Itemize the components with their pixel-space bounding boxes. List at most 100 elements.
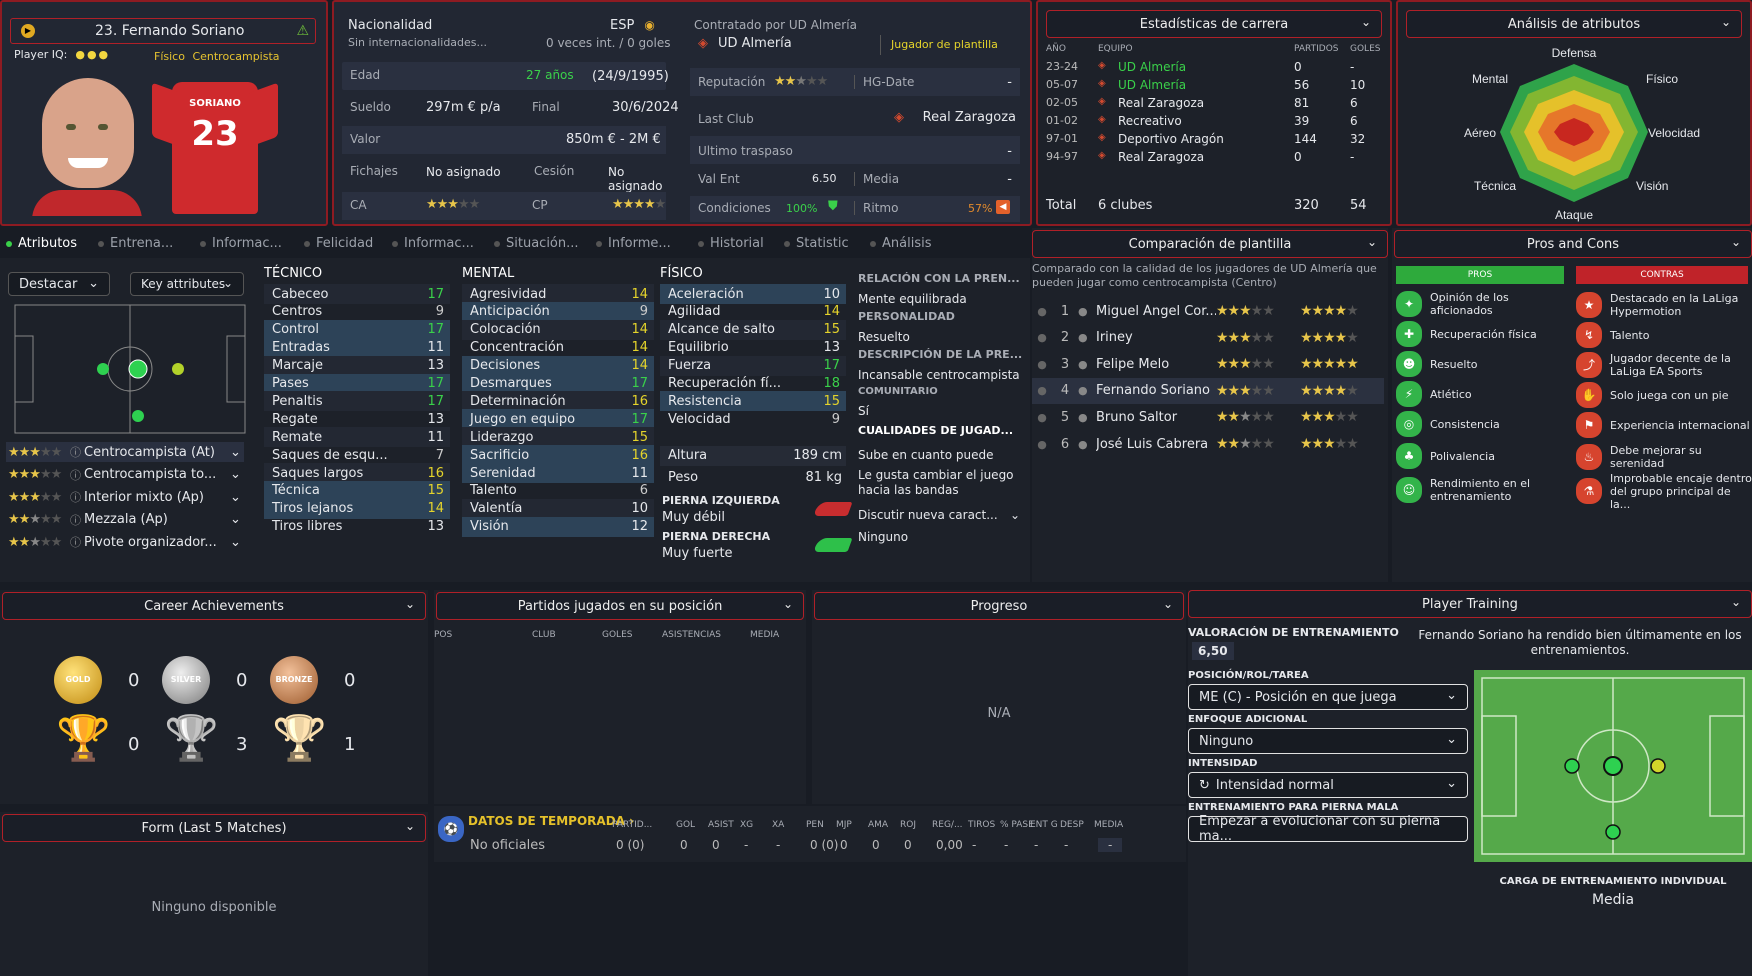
info-icon[interactable]: ⓘ — [70, 446, 81, 459]
attribute-row[interactable]: Velocidad 9 — [660, 409, 846, 429]
comparison-player[interactable]: Fernando Soriano — [1096, 383, 1210, 399]
career-row[interactable]: 23-24 ◈ UD Almería 0 - — [1046, 60, 1386, 78]
comparison-player[interactable]: Miguel Ángel Cor... — [1096, 303, 1216, 319]
chevron-down-icon[interactable]: ⌄ — [1366, 235, 1377, 249]
tab-historial[interactable]: Historial — [698, 236, 764, 251]
tab-situacion[interactable]: Situación... — [494, 236, 579, 251]
role-row[interactable]: ★★★★★ ⓘ Centrocampista (At) ⌄ — [6, 442, 244, 462]
attribute-row[interactable]: Colocación 14 — [462, 319, 654, 340]
attribute-row[interactable]: Anticipación 9 — [462, 301, 654, 322]
attribute-row[interactable]: Saques largos 16 — [264, 463, 450, 483]
career-row[interactable]: 94-97 ◈ Real Zaragoza 0 - — [1046, 150, 1386, 168]
attribute-row[interactable]: Regate 13 — [264, 409, 450, 429]
chevron-down-icon[interactable]: ⌄ — [1720, 15, 1731, 29]
key-attributes-dropdown[interactable]: Key attributes ⌄ — [130, 272, 244, 296]
info-icon[interactable]: ⓘ — [70, 536, 81, 549]
tab-informacion-1[interactable]: Informac... — [200, 236, 282, 251]
attribute-row[interactable]: Aceleración 10 — [660, 284, 846, 304]
comparison-row[interactable]: ● 5 ● Bruno Saltor ★★★★★ ★★★★★ — [1032, 404, 1384, 430]
career-achievements-header[interactable]: Career Achievements ⌄ — [2, 592, 426, 620]
chevron-down-icon[interactable]: ⌄ — [230, 489, 241, 505]
info-icon[interactable]: ⓘ — [70, 491, 81, 504]
attribute-row[interactable]: Resistencia 15 — [660, 391, 846, 412]
attribute-row[interactable]: Decisiones 14 — [462, 355, 654, 376]
player-name-bar[interactable]: ▶ 23. Fernando Soriano ⚠ — [10, 18, 316, 44]
attribute-row[interactable]: Técnica 15 — [264, 480, 450, 501]
comparison-row[interactable]: ● 4 ● Fernando Soriano ★★★★★ ★★★★★ — [1032, 377, 1384, 404]
career-row[interactable]: 01-02 ◈ Recreativo 39 6 — [1046, 114, 1386, 132]
career-team[interactable]: Deportivo Aragón — [1118, 132, 1224, 146]
chevron-down-icon[interactable]: ⌄ — [230, 512, 241, 527]
attribute-row[interactable]: Valentía 10 — [462, 498, 654, 519]
comparison-player[interactable]: José Luis Cabrera — [1096, 436, 1209, 452]
season-data-link[interactable]: DATOS DE TEMPORADA › — [468, 814, 635, 828]
attribute-row[interactable]: Entradas 11 — [264, 337, 450, 358]
chevron-down-icon[interactable]: ⌄ — [404, 597, 415, 611]
attribute-row[interactable]: Tiros lejanos 14 — [264, 498, 450, 519]
attribute-row[interactable]: Recuperación fí... 18 — [660, 374, 846, 394]
training-position-dropdown[interactable]: ME (C) - Posición en que juega ⌄ — [1188, 684, 1468, 710]
chevron-down-icon[interactable]: ⌄ — [404, 819, 415, 833]
chevron-down-icon[interactable]: ⌄ — [1360, 15, 1371, 29]
attribute-row[interactable]: Liderazgo 15 — [462, 427, 654, 448]
last-club-value[interactable]: Real Zaragoza — [922, 110, 1016, 125]
attribute-row[interactable]: Tiros libres 13 — [264, 517, 450, 537]
comparison-row[interactable]: ● 3 ● Felipe Melo ★★★★★ ★★★★★ — [1032, 351, 1384, 377]
squad-comparison-header[interactable]: Comparación de plantilla ⌄ — [1032, 230, 1388, 258]
role-row[interactable]: ★★★★★ ⓘ Interior mixto (Ap) ⌄ — [6, 487, 244, 507]
attribute-row[interactable]: Penaltis 17 — [264, 391, 450, 412]
chevron-down-icon[interactable]: ⌄ — [1730, 235, 1741, 249]
radio-icon[interactable]: ● — [1037, 357, 1047, 371]
career-team[interactable]: UD Almería — [1118, 78, 1187, 92]
attribute-row[interactable]: Concentración 14 — [462, 338, 654, 358]
attribute-row[interactable]: Alcance de salto 15 — [660, 319, 846, 340]
chevron-down-icon[interactable]: ⌄ — [230, 444, 241, 460]
attribute-row[interactable]: Pases 17 — [264, 373, 450, 394]
radio-icon[interactable]: ● — [1037, 437, 1047, 451]
radio-icon[interactable]: ● — [1037, 304, 1047, 318]
attribute-row[interactable]: Serenidad 11 — [462, 463, 654, 483]
tab-felicidad[interactable]: Felicidad — [304, 236, 373, 251]
attribute-row[interactable]: Determinación 16 — [462, 391, 654, 412]
chevron-down-icon[interactable]: ⌄ — [230, 467, 241, 482]
comparison-player[interactable]: Felipe Melo — [1096, 356, 1170, 372]
career-stats-header[interactable]: Estadísticas de carrera ⌄ — [1046, 10, 1382, 38]
discuss-trait-button[interactable]: Discutir nueva caract... ⌄ — [858, 508, 1020, 522]
career-team[interactable]: Real Zaragoza — [1118, 96, 1205, 110]
chevron-down-icon[interactable]: ⌄ — [1730, 595, 1741, 609]
progress-header[interactable]: Progreso ⌄ — [814, 592, 1184, 620]
comparison-row[interactable]: ● 6 ● José Luis Cabrera ★★★★★ ★★★★★ — [1032, 431, 1384, 457]
form-header[interactable]: Form (Last 5 Matches) ⌄ — [2, 814, 426, 842]
training-intensity-dropdown[interactable]: ↻ Intensidad normal ⌄ — [1188, 772, 1468, 798]
radio-icon[interactable]: ● — [1037, 384, 1047, 398]
attribute-row[interactable]: Remate 11 — [264, 427, 450, 448]
attribute-row[interactable]: Sacrificio 16 — [462, 445, 654, 466]
player-training-header[interactable]: Player Training ⌄ — [1188, 590, 1752, 618]
chevron-down-icon[interactable]: ⌄ — [782, 597, 793, 611]
highlight-dropdown[interactable]: Destacar ⌄ — [8, 272, 110, 296]
training-focus-dropdown[interactable]: Ninguno ⌄ — [1188, 728, 1468, 754]
career-team[interactable]: Real Zaragoza — [1118, 150, 1205, 164]
role-row[interactable]: ★★★★★ ⓘ Centrocampista to... ⌄ — [6, 465, 244, 485]
attribute-row[interactable]: Cabeceo 17 — [264, 284, 450, 304]
position-games-header[interactable]: Partidos jugados en su posición ⌄ — [436, 592, 804, 620]
career-row[interactable]: 97-01 ◈ Deportivo Aragón 144 32 — [1046, 132, 1386, 150]
info-icon[interactable]: ⓘ — [70, 468, 81, 482]
weak-foot-training-dropdown[interactable]: Empezar a evolucionar con su pierna ma..… — [1188, 814, 1468, 844]
comparison-row[interactable]: ● 2 ● Iriney ★★★★★ ★★★★★ — [1032, 325, 1384, 351]
attribute-row[interactable]: Saques de esqu... 7 — [264, 445, 450, 465]
attribute-row[interactable]: Agilidad 14 — [660, 302, 846, 322]
career-row[interactable]: 05-07 ◈ UD Almería 56 10 — [1046, 78, 1386, 96]
info-icon[interactable]: ⓘ — [70, 513, 81, 527]
career-team[interactable]: UD Almería — [1118, 60, 1187, 74]
tab-atributos[interactable]: Atributos — [6, 236, 77, 251]
tab-informacion-2[interactable]: Informac... — [392, 236, 474, 251]
attribute-row[interactable]: Talento 6 — [462, 481, 654, 501]
attribute-row[interactable]: Marcaje 13 — [264, 355, 450, 376]
pros-cons-header[interactable]: Pros and Cons ⌄ — [1394, 230, 1752, 258]
attribute-row[interactable]: Juego en equipo 17 — [462, 409, 654, 430]
contract-club[interactable]: UD Almería — [718, 36, 792, 51]
tab-informe[interactable]: Informe... — [596, 236, 671, 251]
chevron-down-icon[interactable]: ⌄ — [230, 534, 241, 550]
tab-analisis[interactable]: Análisis — [870, 236, 931, 251]
